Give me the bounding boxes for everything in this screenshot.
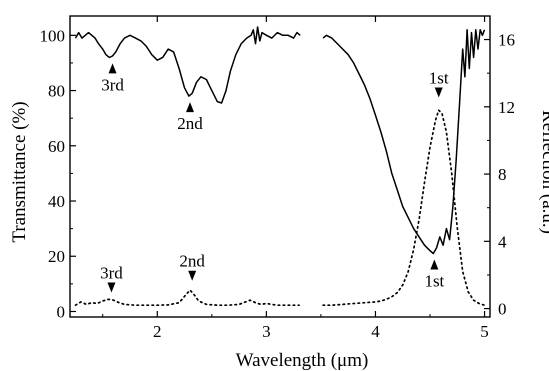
- x-tick-label: 2: [153, 322, 162, 341]
- annotation-layer: 3rd 2nd 1st 1st 3rd 2nd: [100, 63, 449, 293]
- y-tick-label: 0: [57, 302, 66, 321]
- y-tick-label: 100: [40, 26, 66, 45]
- y-axis-title: Transmittance (%): [9, 101, 30, 242]
- y-tick-label: 80: [48, 82, 65, 101]
- annotation-arrow: [107, 282, 116, 293]
- annotation-label: 2nd: [179, 252, 205, 271]
- annotation-label: 3rd: [101, 75, 124, 94]
- plot-frame: [69, 15, 491, 318]
- annotation-arrow: [434, 87, 443, 98]
- x-tick-label: 4: [371, 322, 380, 341]
- y2-tick-label: 4: [498, 232, 507, 251]
- x-tick-label: 3: [262, 322, 271, 341]
- y-tick-label: 40: [48, 192, 65, 211]
- y2-axis-title: Reflection (a.u.): [538, 110, 549, 234]
- transmittance-line-segment-2: [322, 29, 486, 255]
- transmittance-line-segment-1: [74, 26, 301, 104]
- annotation-label: 1st: [424, 271, 444, 290]
- y-tick-label: 60: [48, 137, 65, 156]
- reflection-line-segment-2: [322, 109, 486, 307]
- x-axis-title: Wavelength (μm): [236, 350, 369, 371]
- x-tick-label: 5: [480, 322, 489, 341]
- annotation-label: 3rd: [100, 264, 123, 283]
- annotation-label: 2nd: [177, 114, 203, 133]
- series-layer: [74, 26, 486, 307]
- annotation-arrow: [108, 63, 117, 74]
- plot-border: [69, 15, 491, 318]
- y2-tick-label: 12: [498, 98, 515, 117]
- annotation-label: 1st: [429, 68, 449, 87]
- y-tick-label: 20: [48, 247, 65, 266]
- annotation-arrow: [188, 270, 197, 281]
- y2-tick-label: 8: [498, 165, 507, 184]
- y2-tick-label: 0: [498, 300, 507, 319]
- annotation-arrow: [186, 102, 194, 113]
- annotation-arrow: [430, 259, 439, 270]
- reflection-line-segment-1: [74, 289, 300, 307]
- y2-tick-label: 16: [498, 31, 515, 50]
